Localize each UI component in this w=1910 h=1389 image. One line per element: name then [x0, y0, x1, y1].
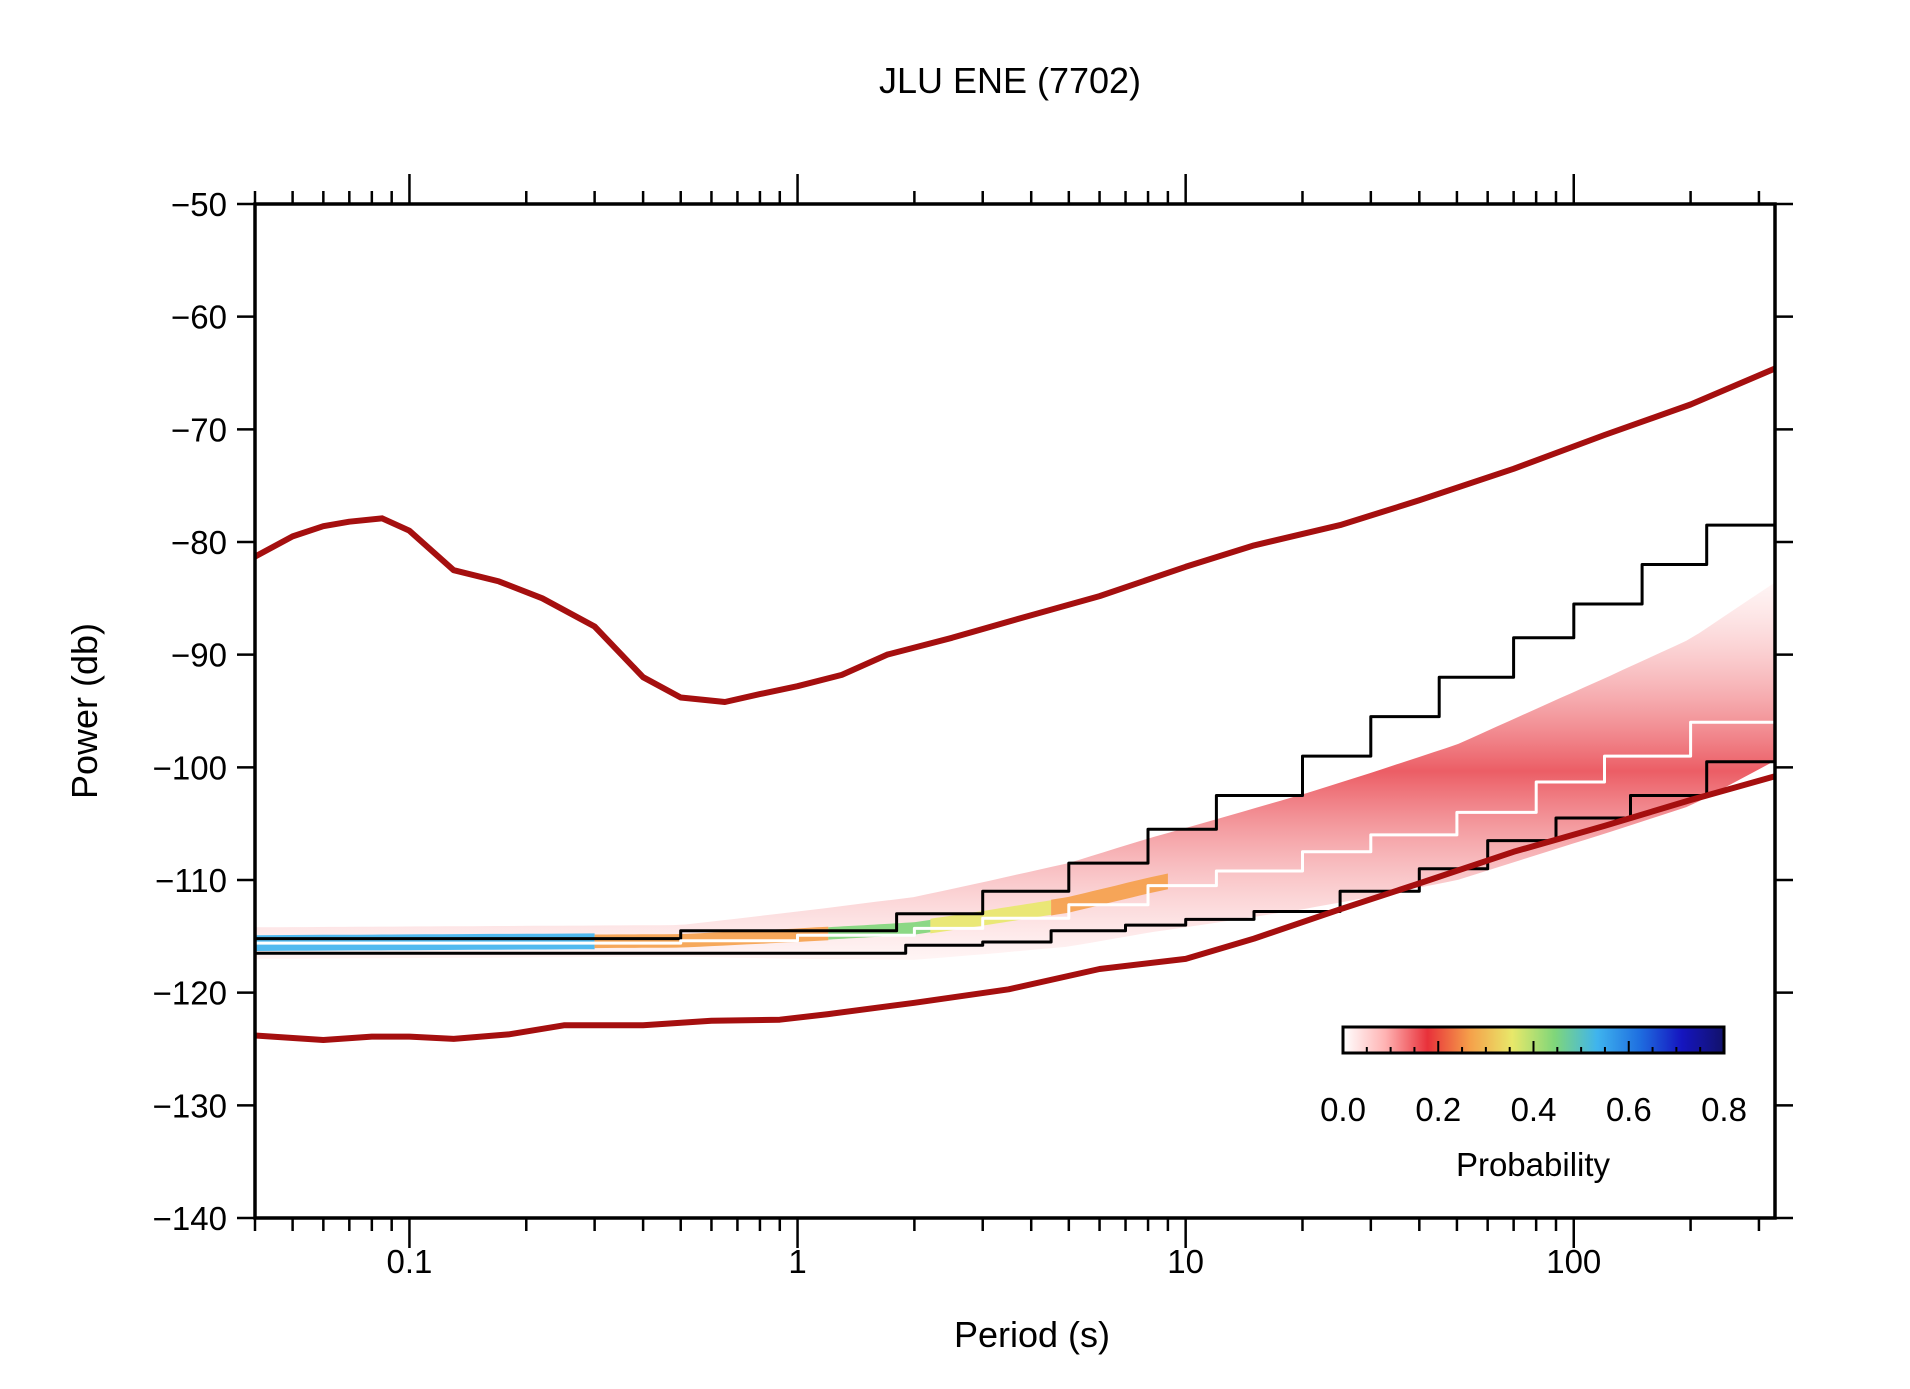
- probability-colorbar: 0.0 0.2 0.4 0.6 0.8 Probability: [1320, 1025, 1747, 1183]
- upper-percentile-line: [255, 484, 1775, 941]
- density-band: [255, 582, 1775, 960]
- axis-ticks: −50 −60 −70 −80 −90 −100 −110 −120 −130 −140 0.1 1 1…: [153, 174, 1793, 1280]
- chart-title: JLU ENE (7702): [879, 60, 1141, 101]
- plot-frame: [253, 202, 1777, 1220]
- x-tick-label: 100: [1546, 1243, 1601, 1280]
- colorbar-tick-label: 0.8: [1701, 1091, 1747, 1128]
- colorbar-tick-label: 0.4: [1511, 1091, 1557, 1128]
- colorbar-tick-label: 0.2: [1415, 1091, 1461, 1128]
- mode-line: [255, 670, 1775, 945]
- y-tick-label: −90: [171, 637, 227, 674]
- y-tick-label: −120: [153, 975, 227, 1012]
- colorbar-ticks: 0.0 0.2 0.4 0.6 0.8: [1320, 1041, 1747, 1128]
- y-tick-label: −80: [171, 524, 227, 561]
- y-axis-label: Power (db): [64, 623, 105, 799]
- x-axis-label: Period (s): [954, 1314, 1110, 1355]
- colorbar-tick-label: 0.0: [1320, 1091, 1366, 1128]
- high-noise-model-line: [255, 365, 1775, 705]
- y-tick-label: −60: [171, 299, 227, 336]
- y-tick-label: −110: [155, 862, 227, 899]
- colorbar-tick-label: 0.6: [1606, 1091, 1652, 1128]
- x-tick-label: 1: [788, 1243, 806, 1280]
- y-tick-label: −100: [153, 749, 227, 786]
- x-tick-label: 0.1: [387, 1243, 433, 1280]
- low-noise-model-line: [255, 773, 1775, 1043]
- y-tick-label: −130: [153, 1087, 227, 1124]
- x-tick-label: 10: [1167, 1243, 1204, 1280]
- chart-lines: [255, 365, 1775, 1043]
- y-tick-label: −140: [153, 1200, 227, 1237]
- colorbar-label: Probability: [1456, 1146, 1611, 1183]
- colorbar-bar: [1341, 1025, 1726, 1055]
- y-tick-label: −50: [171, 186, 227, 223]
- y-tick-label: −70: [171, 411, 227, 448]
- lower-percentile-line: [255, 748, 1775, 955]
